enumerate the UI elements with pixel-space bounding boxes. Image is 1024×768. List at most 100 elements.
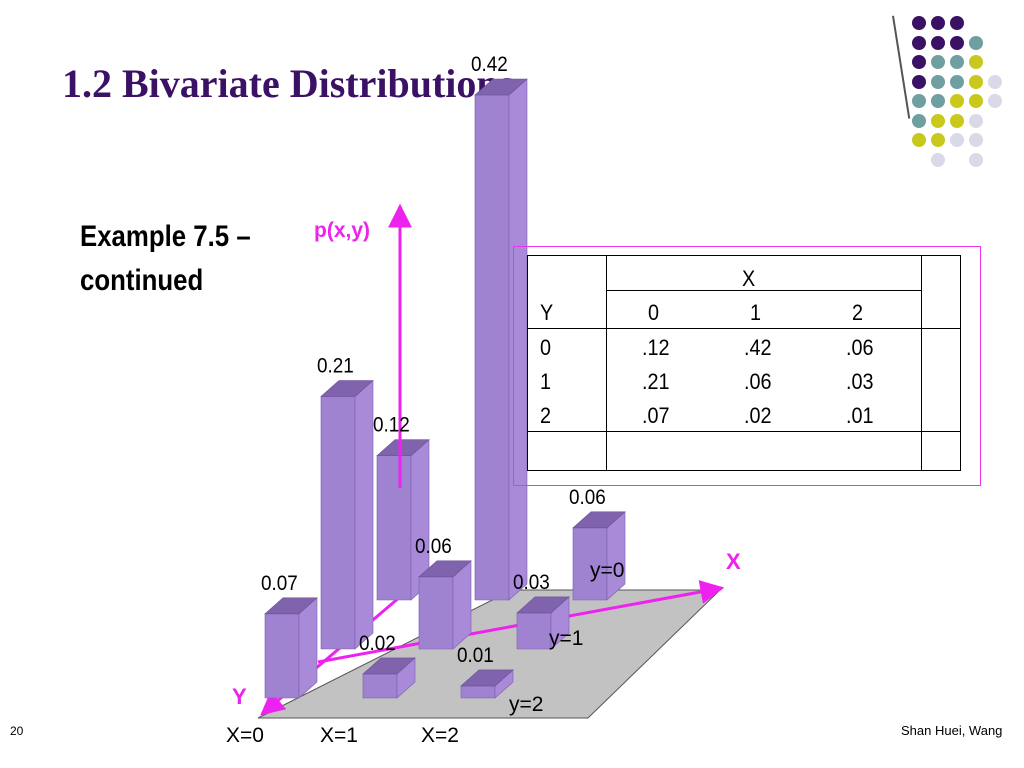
decorative-dot bbox=[931, 35, 945, 50]
decorative-dot bbox=[969, 133, 983, 147]
decorative-dot bbox=[931, 133, 945, 147]
x-category-label: X=2 bbox=[421, 724, 459, 747]
table-cell: .02 bbox=[744, 403, 772, 428]
table-col-header: 1 bbox=[750, 300, 762, 325]
bar bbox=[474, 78, 528, 601]
bar-top-face bbox=[362, 657, 416, 675]
table-cell: .06 bbox=[846, 335, 874, 360]
bar-side-face bbox=[298, 597, 318, 699]
page-number: 20 bbox=[10, 724, 24, 738]
decorative-dot bbox=[969, 74, 983, 89]
decorative-dot bbox=[912, 133, 926, 147]
table-cell: .06 bbox=[744, 369, 772, 394]
table-cell: .07 bbox=[642, 403, 670, 428]
bar-top-face bbox=[572, 511, 626, 529]
decorative-dot bbox=[931, 94, 945, 108]
decorative-dot bbox=[931, 16, 945, 30]
table-x-header: X bbox=[742, 266, 756, 291]
bar-value-label: 0.01 bbox=[457, 644, 494, 667]
table-cell: .42 bbox=[744, 335, 772, 360]
table-y-header: Y bbox=[540, 300, 554, 325]
table-col-header: 0 bbox=[648, 300, 660, 325]
bar-front-face bbox=[264, 613, 300, 699]
bar-value-label: 0.12 bbox=[373, 414, 410, 437]
decorative-dot bbox=[969, 35, 983, 50]
table-cell: .12 bbox=[642, 335, 670, 360]
table-frame bbox=[513, 246, 981, 486]
decorative-dot bbox=[950, 16, 964, 30]
bar-value-label: 0.06 bbox=[415, 535, 452, 558]
table-row-label: 2 bbox=[540, 403, 552, 428]
decorative-dot bbox=[931, 113, 945, 128]
bar-front-face bbox=[376, 455, 412, 601]
bar-side-face bbox=[354, 379, 374, 650]
decorative-dot bbox=[950, 113, 964, 128]
table-col-header: 2 bbox=[852, 300, 864, 325]
bar-front-face bbox=[460, 685, 496, 699]
y-category-label: y=0 bbox=[590, 559, 624, 582]
x-category-label: X=1 bbox=[320, 724, 358, 747]
decorative-dot bbox=[912, 35, 926, 50]
bar bbox=[516, 596, 570, 650]
bar-front-face bbox=[320, 396, 356, 650]
y-category-label: y=2 bbox=[509, 693, 543, 716]
bar bbox=[376, 439, 430, 601]
bar-front-face bbox=[418, 576, 454, 650]
slide-title: 1.2 Bivariate Distributions bbox=[62, 61, 515, 106]
bar-value-label: 0.02 bbox=[359, 632, 396, 655]
decorative-dot bbox=[969, 113, 983, 128]
bar bbox=[320, 379, 374, 650]
footer-author: Shan Huei, Wang bbox=[901, 723, 1003, 738]
bar-value-label: 0.42 bbox=[471, 53, 508, 76]
bar bbox=[264, 597, 318, 699]
table-row-label: 0 bbox=[540, 335, 552, 360]
decorative-dot bbox=[912, 113, 926, 128]
decorative-dot bbox=[988, 74, 1002, 89]
decorative-dot bbox=[931, 152, 945, 167]
bar-value-label: 0.06 bbox=[569, 486, 606, 509]
table-cell: .03 bbox=[846, 369, 874, 394]
bar-top-face bbox=[460, 669, 514, 687]
bar-value-label: 0.21 bbox=[317, 355, 354, 378]
decorative-dot bbox=[912, 94, 926, 108]
decorative-dot bbox=[912, 55, 926, 69]
x-category-label: X=0 bbox=[226, 724, 264, 747]
decorative-dot bbox=[912, 16, 926, 30]
bar bbox=[362, 657, 416, 699]
decorative-dot bbox=[950, 55, 964, 69]
y-category-label: y=1 bbox=[549, 627, 583, 650]
example-subtitle: Example 7.5 – continued bbox=[80, 220, 251, 297]
bar-top-face bbox=[264, 597, 318, 615]
bar-front-face bbox=[516, 612, 552, 650]
bar-front-face bbox=[362, 673, 398, 699]
decorative-dot bbox=[969, 94, 983, 108]
table-cell: .01 bbox=[846, 403, 874, 428]
decorative-dot bbox=[969, 55, 983, 69]
decorative-dot bbox=[912, 74, 926, 89]
bar-value-label: 0.03 bbox=[513, 571, 550, 594]
decorative-dot bbox=[950, 94, 964, 108]
bar-front-face bbox=[474, 94, 510, 601]
decorative-dot bbox=[931, 55, 945, 69]
bar bbox=[418, 560, 472, 650]
bar-top-face bbox=[418, 560, 472, 578]
z-axis-label: p(x,y) bbox=[314, 219, 370, 242]
decorative-dot bbox=[969, 152, 983, 167]
x-axis-label: X bbox=[726, 549, 741, 574]
y-axis-label: Y bbox=[232, 684, 247, 709]
bar-value-label: 0.07 bbox=[261, 572, 298, 595]
decorative-dot bbox=[950, 74, 964, 89]
bar bbox=[572, 511, 626, 601]
probability-table: X Y 0 1 2 0 .12 .42 .06 1 .21 .06 .03 2 … bbox=[527, 255, 961, 471]
table-row-label: 1 bbox=[540, 369, 552, 394]
decorative-dot bbox=[931, 74, 945, 89]
decorative-dot bbox=[988, 94, 1002, 108]
decorative-dot bbox=[950, 35, 964, 50]
bar-top-face bbox=[320, 380, 374, 397]
decorative-dot bbox=[950, 133, 964, 147]
bar bbox=[460, 669, 514, 699]
table-cell: .21 bbox=[642, 369, 670, 394]
bar-top-face bbox=[516, 596, 570, 614]
bar-top-face bbox=[474, 78, 528, 96]
